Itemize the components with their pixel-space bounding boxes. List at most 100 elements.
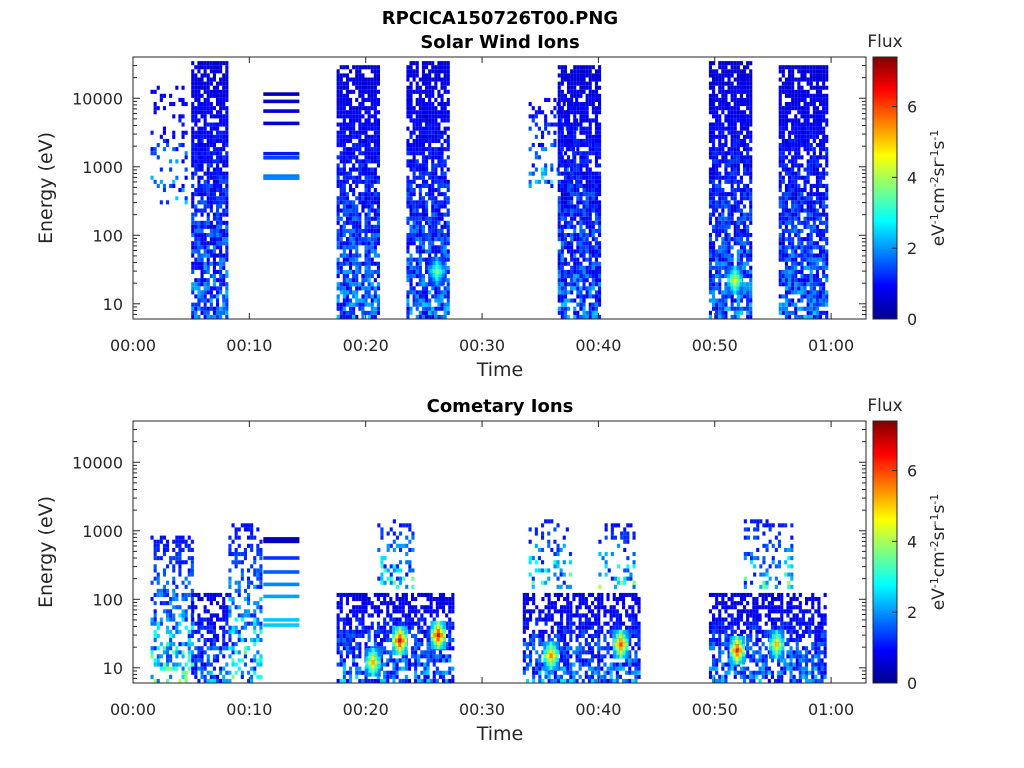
spectrogram-cell [576, 286, 580, 291]
spectrogram-cell [567, 77, 571, 82]
spectrogram-cell [197, 658, 201, 663]
spectrogram-cell [582, 171, 586, 176]
spectrogram-cell [412, 147, 416, 152]
spectrogram-cell [594, 97, 598, 102]
spectrogram-cell [367, 97, 371, 102]
spectrogram-cell [367, 122, 371, 127]
spectrogram-cell [746, 171, 750, 176]
spectrogram-cell [727, 151, 731, 156]
spectrogram-cell [788, 237, 792, 242]
spectrogram-cell [203, 61, 207, 66]
spectrogram-cell [746, 155, 750, 160]
spectrogram-cell [563, 220, 567, 225]
spectrogram-cell [585, 73, 589, 78]
spectrogram-cell [778, 278, 782, 283]
spectrogram-cell [440, 61, 444, 66]
spectrogram-cell [209, 241, 213, 246]
spectrogram-cell [203, 265, 207, 270]
spectrogram-cell [736, 183, 740, 188]
spectrogram-cell [409, 85, 413, 90]
spectrogram-cell [443, 302, 447, 307]
spectrogram-cell [222, 171, 226, 176]
spectrogram-cell [191, 159, 195, 164]
spectrogram-cell [800, 143, 804, 148]
spectrogram-cell [425, 306, 429, 311]
spectrogram-cell [355, 298, 359, 303]
spectrogram-cell [197, 126, 201, 131]
spectrogram-cell [169, 674, 173, 679]
spectrogram-cell [712, 200, 716, 205]
spectrogram-cell [376, 302, 380, 307]
spectrogram-cell [225, 310, 229, 315]
spectrogram-cell [209, 93, 213, 98]
spectrogram-cell [376, 192, 380, 197]
spectrogram-cell [425, 126, 429, 131]
spectrogram-cell [440, 224, 444, 229]
spectrogram-cell [743, 114, 747, 119]
spectrogram-cell [819, 204, 823, 209]
spectrogram-cell [228, 638, 232, 643]
spectrogram-cell [585, 155, 589, 160]
spectrogram-cell [825, 69, 829, 74]
spectrogram-cell [721, 77, 725, 82]
spectrogram-cell [342, 290, 346, 295]
spectrogram-cell [591, 118, 595, 123]
spectrogram-cell [169, 613, 173, 618]
spectrogram-cell [216, 241, 220, 246]
spectrogram-cell [206, 61, 210, 66]
spectrogram-cell [342, 159, 346, 164]
spectrogram-cell [588, 102, 592, 107]
spectrogram-cell [425, 302, 429, 307]
spectrogram-cell [736, 163, 740, 168]
spectrogram-cell [352, 155, 356, 160]
spectrogram-cell [588, 167, 592, 172]
spectrogram-cell [437, 61, 441, 66]
spectrogram-cell [576, 196, 580, 201]
spectrogram-cell [358, 147, 362, 152]
spectrogram-cell [541, 175, 545, 180]
spectrogram-cell [425, 61, 429, 66]
spectrogram-cell [358, 130, 362, 135]
spectrogram-cell [806, 65, 810, 70]
spectrogram-cell [373, 212, 377, 217]
spectrogram-cell [582, 175, 586, 180]
spectrogram-cell [718, 171, 722, 176]
spectrogram-cell [150, 89, 154, 94]
spectrogram-cell [800, 314, 804, 319]
spectrogram-cell [376, 286, 380, 291]
spectrogram-cell [746, 143, 750, 148]
spectrogram-cell [570, 171, 574, 176]
spectrogram-cell [406, 69, 410, 74]
spectrogram-cell [415, 89, 419, 94]
spectrogram-cell [219, 188, 223, 193]
spectrogram-cell [544, 97, 548, 102]
spectrogram-cell [567, 204, 571, 209]
spectrogram-cell [345, 159, 349, 164]
spectrogram-cell [367, 208, 371, 213]
spectrogram-cell [206, 102, 210, 107]
spectrogram-cell [743, 212, 747, 217]
spectrogram-cell [809, 85, 813, 90]
spectrogram-cell [582, 241, 586, 246]
spectrogram-cell [191, 592, 195, 597]
spectrogram-cell [376, 97, 380, 102]
spectrogram-cell [203, 282, 207, 287]
spectrogram-cell [228, 670, 232, 675]
spectrogram-cell [425, 298, 429, 303]
spectrogram-cell [794, 97, 798, 102]
spectrogram-cell [228, 584, 232, 589]
spectrogram-cell [794, 257, 798, 262]
spectrogram-cell [715, 310, 719, 315]
spectrogram-cell [412, 61, 416, 66]
spectrogram-cell [345, 282, 349, 287]
spectrogram-cell [739, 159, 743, 164]
spectrogram-cell [733, 61, 737, 66]
spectrogram-cell [573, 89, 577, 94]
spectrogram-cell [412, 208, 416, 213]
spectrogram-cell [376, 228, 380, 233]
spectrogram-cell [739, 118, 743, 123]
spectrogram-cell [588, 302, 592, 307]
spectrogram-cell [431, 167, 435, 172]
spectrogram-cell [791, 192, 795, 197]
spectrogram-cell [563, 261, 567, 266]
